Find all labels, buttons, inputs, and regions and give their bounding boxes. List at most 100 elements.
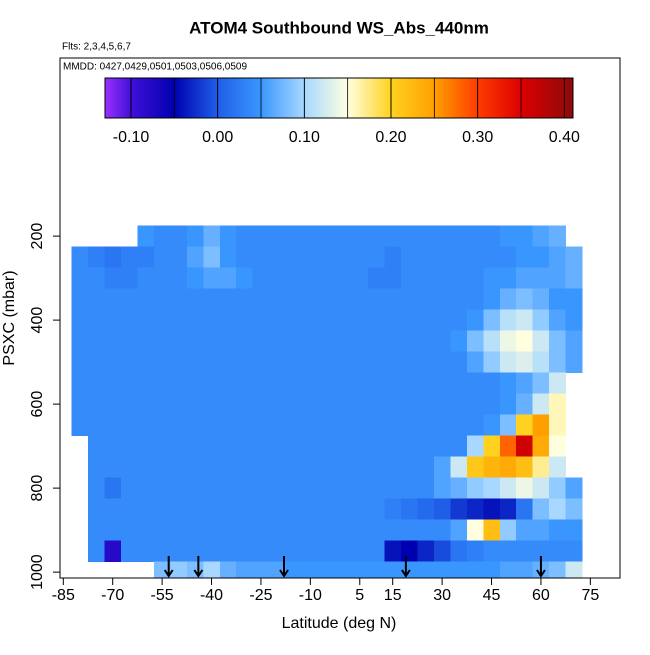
x-tick-label: -10 bbox=[299, 587, 322, 604]
heatmap-cell bbox=[384, 393, 402, 416]
annotation: MMDD: 0427,0429,0501,0503,0506,0509 bbox=[63, 62, 247, 73]
heatmap-cell bbox=[252, 351, 270, 374]
heatmap-cell bbox=[433, 393, 451, 416]
heatmap-cell bbox=[203, 351, 221, 374]
heatmap-cell bbox=[236, 330, 254, 353]
heatmap-cell bbox=[252, 288, 270, 311]
heatmap-cell bbox=[269, 267, 287, 290]
heatmap-cell bbox=[549, 435, 567, 458]
heatmap-cell bbox=[170, 267, 188, 290]
heatmap-cell bbox=[88, 309, 106, 332]
heatmap-cell bbox=[351, 477, 369, 500]
heatmap-cell bbox=[170, 561, 188, 578]
heatmap-cell bbox=[104, 309, 122, 332]
x-tick-label: -25 bbox=[249, 587, 272, 604]
heatmap-cell bbox=[203, 498, 221, 521]
heatmap-cell bbox=[384, 498, 402, 521]
heatmap-cell bbox=[219, 351, 237, 374]
heatmap-cell bbox=[549, 288, 567, 311]
heatmap-cell bbox=[351, 561, 369, 578]
heatmap-cell bbox=[433, 330, 451, 353]
heatmap-cell bbox=[252, 561, 270, 578]
heatmap-cell bbox=[170, 288, 188, 311]
heatmap-cell bbox=[219, 309, 237, 332]
heatmap-cell bbox=[417, 477, 435, 500]
heatmap-cell bbox=[285, 477, 303, 500]
heatmap-cell bbox=[532, 330, 550, 353]
heatmap-cell bbox=[466, 372, 484, 395]
heatmap-cell bbox=[285, 288, 303, 311]
heatmap-cell bbox=[269, 372, 287, 395]
heatmap-cell bbox=[466, 456, 484, 479]
heatmap-cell bbox=[120, 435, 139, 458]
heatmap-cell bbox=[302, 246, 320, 269]
heatmap-cell bbox=[532, 477, 550, 500]
heatmap-cell bbox=[549, 477, 567, 500]
heatmap-cell bbox=[137, 246, 155, 269]
heatmap-cell bbox=[335, 372, 353, 395]
heatmap-cell bbox=[120, 456, 139, 479]
heatmap-cell bbox=[565, 330, 583, 353]
heatmap-cell bbox=[203, 225, 221, 248]
heatmap-cell bbox=[203, 246, 221, 269]
heatmap-cell bbox=[71, 246, 89, 269]
heatmap-cell bbox=[137, 477, 155, 500]
heatmap-cell bbox=[120, 309, 139, 332]
heatmap-cell bbox=[252, 330, 270, 353]
heatmap-cell bbox=[318, 540, 336, 563]
heatmap-cell bbox=[203, 519, 221, 542]
heatmap-cell bbox=[120, 477, 139, 500]
heatmap-cell bbox=[302, 372, 320, 395]
heatmap-cell bbox=[466, 246, 484, 269]
heatmap-cell bbox=[236, 393, 254, 416]
heatmap-cell bbox=[466, 540, 484, 563]
heatmap-cell bbox=[335, 498, 353, 521]
heatmap-cell bbox=[88, 246, 106, 269]
heatmap-cell bbox=[565, 498, 583, 521]
heatmap-cell bbox=[269, 351, 287, 374]
heatmap-cell bbox=[499, 372, 517, 395]
heatmap-cell bbox=[170, 225, 188, 248]
arrow-marker bbox=[401, 556, 411, 578]
heatmap-cell bbox=[516, 351, 534, 374]
heatmap-cell bbox=[71, 309, 89, 332]
heatmap-cell bbox=[236, 561, 254, 578]
heatmap-cell bbox=[236, 309, 254, 332]
heatmap-cell bbox=[516, 225, 534, 248]
heatmap-cell bbox=[384, 225, 402, 248]
heatmap-cell bbox=[252, 435, 270, 458]
heatmap-cell bbox=[450, 309, 468, 332]
heatmap-cell bbox=[417, 225, 435, 248]
x-tick-label: -85 bbox=[52, 587, 75, 604]
heatmap-cell bbox=[219, 456, 237, 479]
heatmap-cell bbox=[549, 330, 567, 353]
heatmap-cell bbox=[120, 288, 139, 311]
heatmap-cell bbox=[368, 288, 386, 311]
heatmap-cell bbox=[120, 498, 139, 521]
heatmap-cell bbox=[252, 309, 270, 332]
heatmap-cell bbox=[384, 288, 402, 311]
heatmap-cell bbox=[170, 456, 188, 479]
heatmap-cell bbox=[104, 267, 122, 290]
heatmap-cell bbox=[549, 540, 567, 563]
heatmap-cell bbox=[285, 414, 303, 437]
heatmap-cell bbox=[351, 267, 369, 290]
heatmap-cell bbox=[400, 540, 419, 563]
heatmap-cell bbox=[466, 288, 484, 311]
heatmap-cell bbox=[433, 540, 451, 563]
heatmap-cell bbox=[120, 351, 139, 374]
heatmap-cell bbox=[400, 519, 419, 542]
heatmap-cell bbox=[565, 561, 583, 578]
heatmap-cell bbox=[302, 435, 320, 458]
heatmap-cell bbox=[203, 456, 221, 479]
heatmap-cell bbox=[203, 477, 221, 500]
heatmap-cell bbox=[368, 540, 386, 563]
heatmap-cell bbox=[318, 225, 336, 248]
heatmap-cell bbox=[368, 372, 386, 395]
heatmap-cell bbox=[186, 330, 204, 353]
heatmap-cell bbox=[450, 477, 468, 500]
heatmap-cell bbox=[499, 309, 517, 332]
heatmap-cell bbox=[153, 351, 171, 374]
heatmap-cell bbox=[335, 309, 353, 332]
